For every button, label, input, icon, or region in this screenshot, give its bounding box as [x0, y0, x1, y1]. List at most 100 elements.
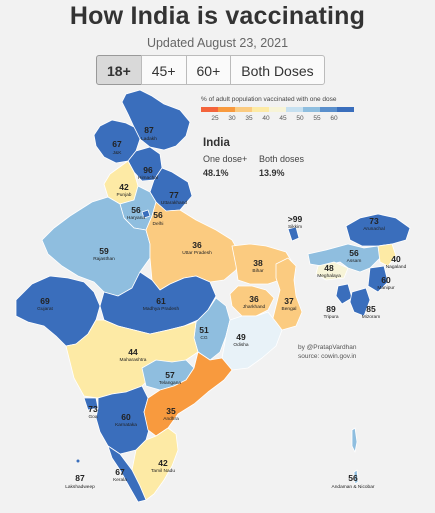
state-ladakh[interactable] [121, 89, 191, 151]
state-arunachal[interactable] [345, 213, 411, 247]
legend-swatch [303, 107, 320, 112]
name-maharashtra: Maharashtra [120, 357, 147, 363]
value-bengal: 37 [284, 296, 294, 306]
one-dose-label: One dose+ [203, 154, 248, 164]
name-arunachal: Arunachal [363, 226, 385, 232]
state-bengal[interactable] [271, 257, 303, 331]
state-lakshadweep[interactable] [76, 459, 80, 463]
both-doses-value: 13.9% [259, 168, 285, 178]
legend-swatch [320, 107, 337, 112]
value-kerala: 67 [115, 467, 125, 477]
tab-both-doses[interactable]: Both Doses [230, 55, 325, 85]
state-jharkhand[interactable] [229, 285, 275, 317]
legend-tick: 45 [279, 115, 287, 122]
value-uttarakhand: 77 [169, 190, 179, 200]
name-kerala: Kerala [113, 477, 127, 483]
legend-swatch [252, 107, 269, 112]
value-haryana: 56 [131, 205, 141, 215]
value-bihar: 38 [253, 258, 263, 268]
value-manipur: 60 [381, 275, 391, 285]
credit: by @PratapVardhan source: cowin.gov.in [298, 343, 357, 361]
name-bengal: Bengal [282, 306, 297, 312]
name-goa: Goa [88, 414, 97, 420]
value-cg: 51 [199, 325, 209, 335]
state-sikkim[interactable] [287, 226, 300, 242]
legend-tick: 60 [330, 115, 338, 122]
value-andaman: 56 [348, 473, 358, 483]
name-manipur: Manipur [377, 285, 395, 291]
legend-swatch [201, 107, 218, 112]
name-haryana: Haryana [127, 215, 145, 221]
value-mizoram: 85 [366, 304, 376, 314]
legend-swatch [286, 107, 303, 112]
state-up[interactable] [145, 201, 241, 291]
name-odisha: Odisha [233, 342, 249, 348]
name-cg: CG [200, 335, 207, 341]
legend-swatch [218, 107, 235, 112]
name-rajasthan: Rajasthan [93, 256, 115, 262]
name-uttarakhand: Uttarakhand [161, 200, 187, 206]
legend-tick: 25 [211, 115, 219, 122]
value-meghalaya: 48 [324, 263, 334, 273]
name-karnataka: Karnataka [115, 422, 137, 428]
name-andhra: Andhra [163, 416, 179, 422]
tab-18-plus[interactable]: 18+ [96, 55, 142, 85]
state-delhi[interactable] [141, 209, 151, 219]
name-tripura: Tripura [323, 314, 338, 320]
state-meghalaya[interactable] [315, 261, 349, 281]
legend-swatch [235, 107, 252, 112]
state-kerala[interactable] [107, 445, 147, 503]
name-meghalaya: Meghalaya [317, 273, 341, 279]
value-assam: 56 [349, 248, 359, 258]
legend-title: % of adult population vaccinated with on… [201, 96, 337, 103]
summary-region: India [203, 137, 230, 149]
tab-45-plus[interactable]: 45+ [140, 55, 187, 85]
value-maharashtra: 44 [128, 347, 138, 357]
credit-author: by @PratapVardhan [298, 344, 357, 351]
legend-tick: 55 [313, 115, 321, 122]
name-gujarat: Gujarat [37, 306, 53, 312]
state-andhra[interactable] [143, 351, 233, 437]
name-delhi: Delhi [153, 221, 164, 227]
name-up: Uttar Pradesh [182, 250, 212, 256]
value-delhi: 56 [153, 210, 163, 220]
name-mp: Madhya Pradesh [143, 306, 180, 312]
value-andhra: 35 [166, 406, 176, 416]
name-bihar: Bihar [252, 268, 264, 274]
value-mp: 61 [156, 296, 166, 306]
value-karnataka: 60 [121, 412, 131, 422]
value-lakshadweep: 87 [75, 473, 85, 483]
legend-tick: 40 [262, 115, 270, 122]
value-himachal: 96 [143, 165, 153, 175]
value-arunachal: 73 [369, 216, 379, 226]
state-nagaland[interactable] [377, 243, 397, 267]
legend-tick: 50 [296, 115, 304, 122]
updated-date: Updated August 23, 2021 [146, 36, 289, 50]
name-nagaland: Nagaland [386, 264, 407, 270]
value-nagaland: 40 [391, 254, 401, 264]
legend-tick: 35 [245, 115, 253, 122]
value-goa: 73 [88, 404, 98, 414]
name-sikkim: Sikkim [288, 224, 302, 230]
name-tn: Tamil Nadu [151, 468, 175, 474]
name-punjab: Punjab [117, 192, 132, 198]
name-jk: J&K [113, 150, 123, 156]
state-manipur[interactable] [367, 265, 389, 293]
color-legend [201, 107, 354, 112]
value-tn: 42 [158, 458, 168, 468]
name-ladakh: Ladakh [141, 136, 157, 142]
value-odisha: 49 [236, 332, 246, 342]
state-mizoram[interactable] [349, 287, 371, 317]
value-telangana: 57 [165, 370, 175, 380]
both-doses-label: Both doses [259, 154, 305, 164]
legend-tick: 30 [228, 115, 236, 122]
state-odisha[interactable] [221, 311, 283, 371]
state-tripura[interactable] [335, 283, 353, 305]
state-andaman[interactable] [351, 427, 359, 485]
name-mizoram: Mizoram [362, 314, 380, 320]
legend-swatch [269, 107, 286, 112]
credit-source: source: cowin.gov.in [298, 353, 357, 360]
name-telangana: Telangana [159, 380, 181, 386]
value-up: 36 [192, 240, 202, 250]
